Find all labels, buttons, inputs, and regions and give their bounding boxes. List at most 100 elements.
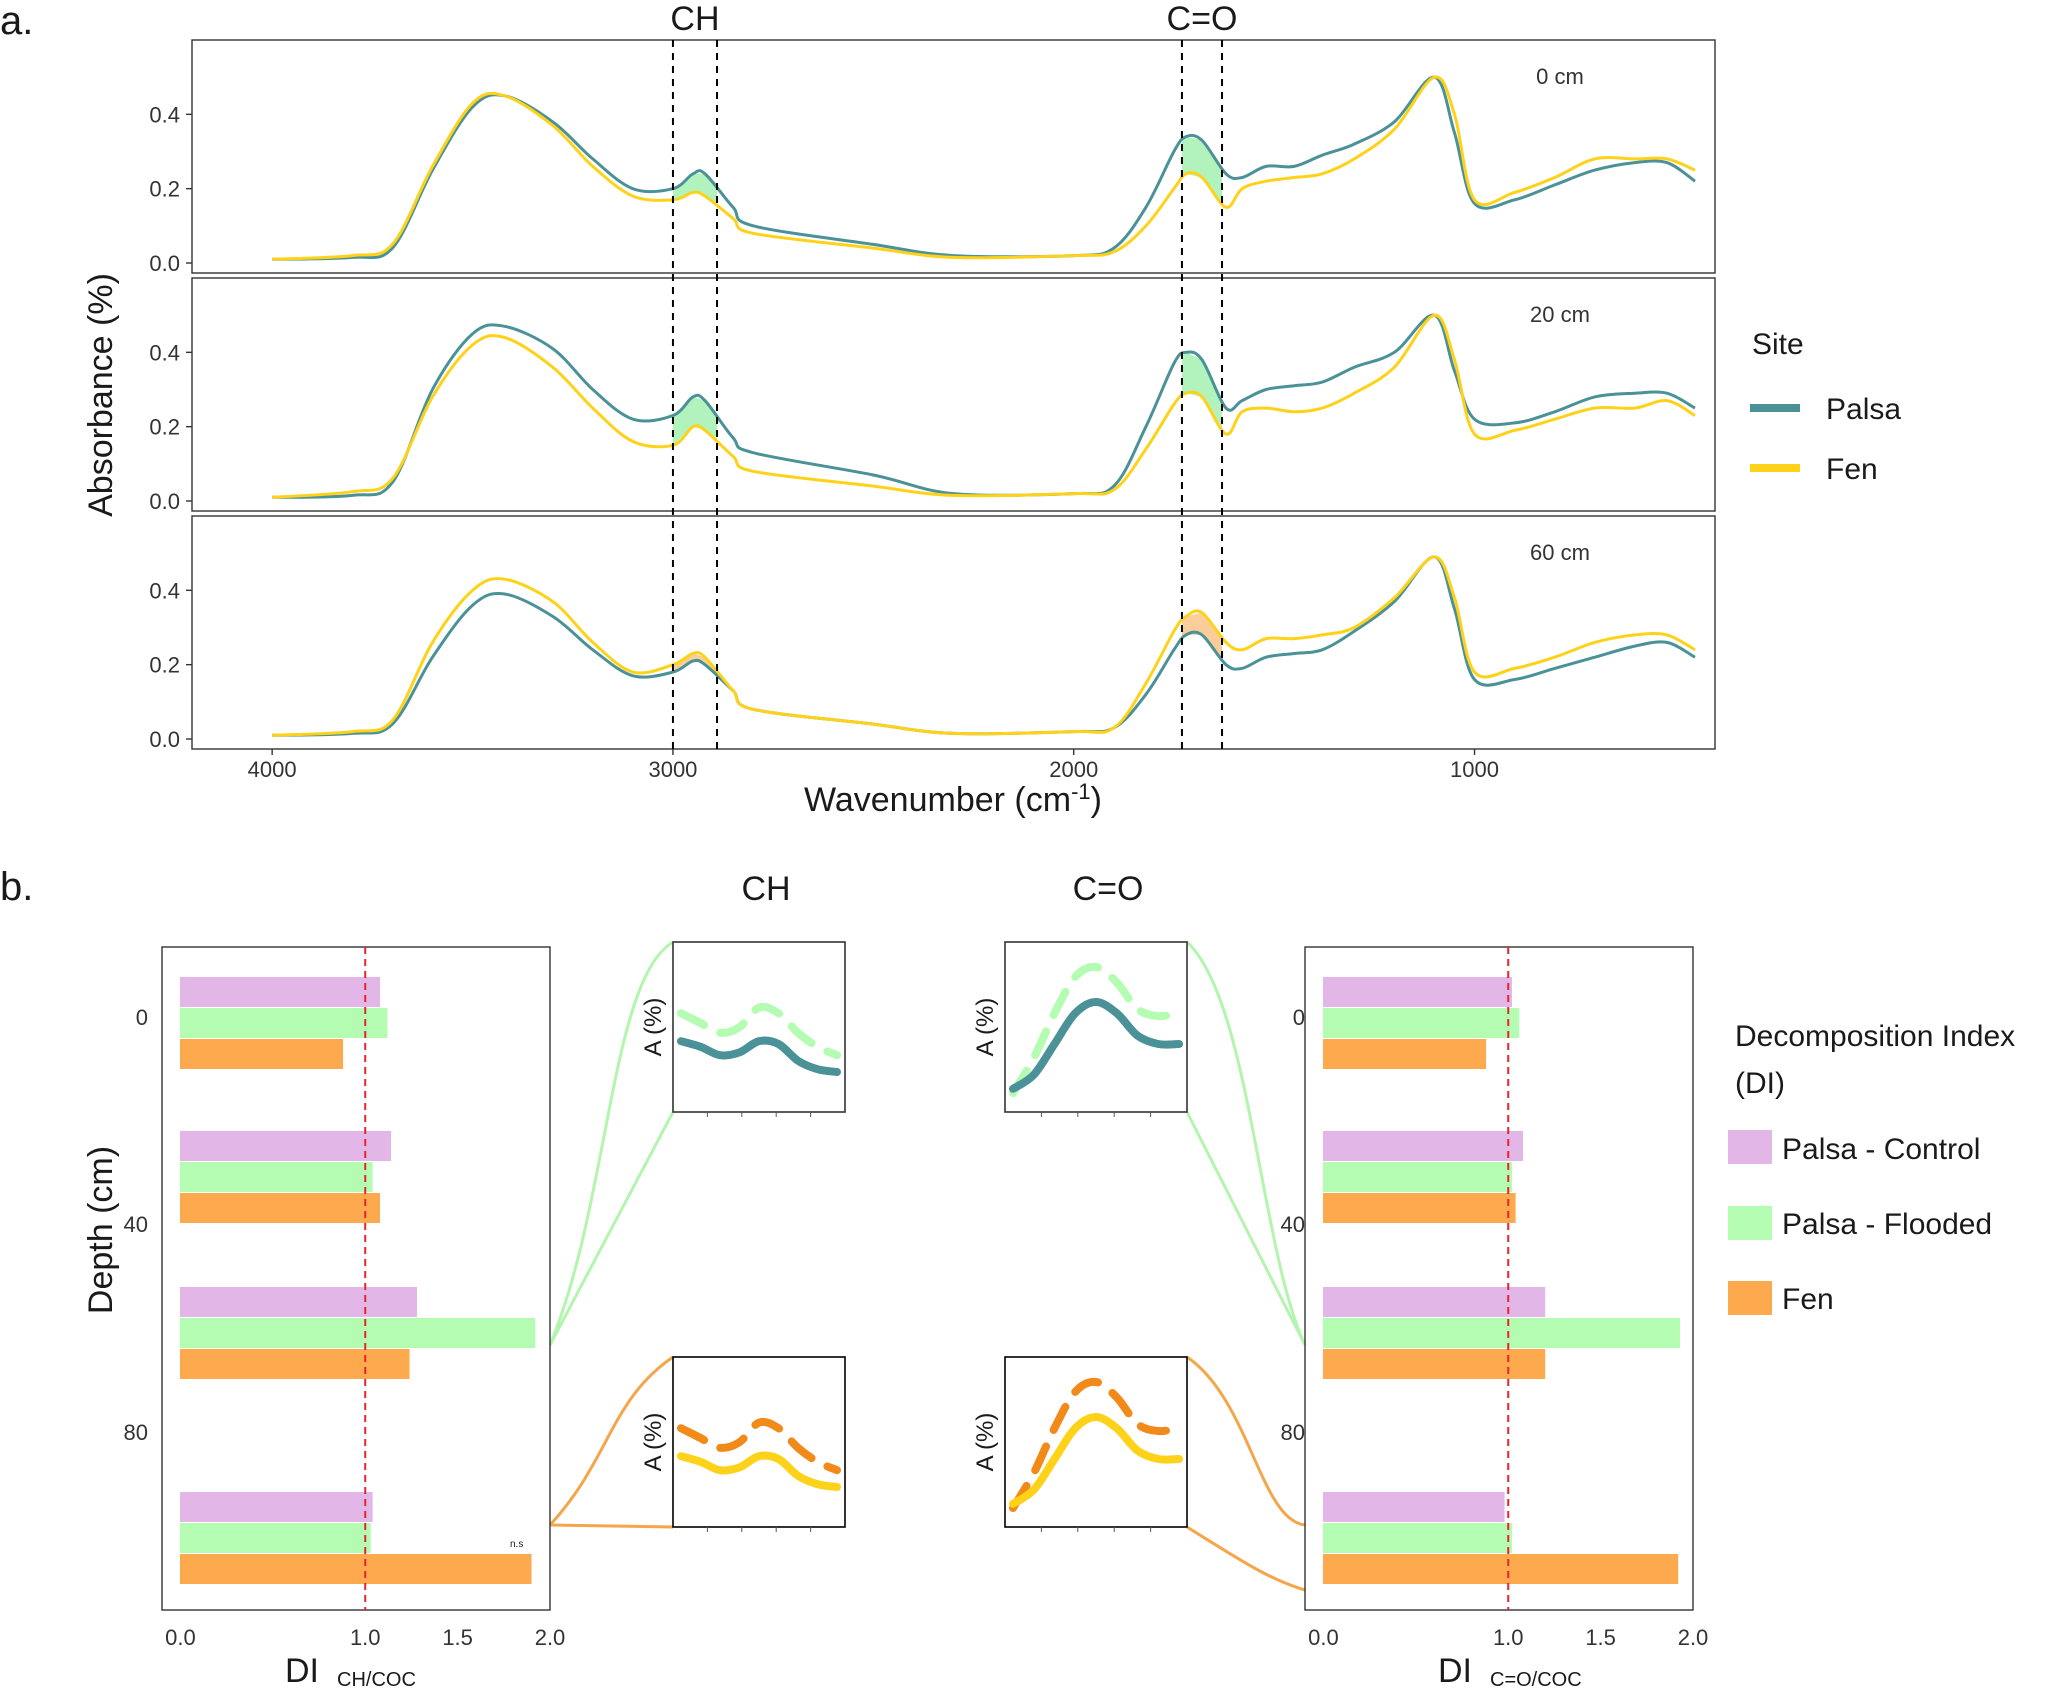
- bar-ch-fen-group-2: [180, 1193, 381, 1223]
- x-tick-label: 1000: [1450, 757, 1499, 782]
- band-fill-c-o-60-cm: [1182, 612, 1222, 660]
- depth-tick-left: 0: [136, 1005, 148, 1030]
- bar-c-o-palsa-flooded-group-2: [1323, 1162, 1512, 1192]
- panel-b-title-ch: CH: [741, 870, 790, 908]
- depth-tick-right: 0: [1293, 1005, 1305, 1030]
- legend-title-di-1: Decomposition Index: [1735, 1020, 2015, 1053]
- bar-ch-palsa-flooded-group-2: [180, 1162, 373, 1192]
- y-tick-label: 0.0: [149, 251, 180, 276]
- inset-curve-dash: [677, 1417, 841, 1475]
- depth-label-60-cm: 60 cm: [1530, 540, 1590, 565]
- connector-curve: [548, 940, 674, 1346]
- depth-tick-right: 80: [1281, 1420, 1305, 1445]
- series-line-palsa-0-cm: [272, 75, 1696, 261]
- inset-curve-solid: [677, 1451, 841, 1491]
- b-x-tick-label: 2.0: [535, 1625, 566, 1650]
- panel-a-letter: a.: [0, 0, 33, 43]
- bar-c-o-fen-group-3: [1323, 1349, 1546, 1379]
- b-x-tick-label: 0.0: [1308, 1625, 1339, 1650]
- panel-a-xlabel: Wavenumber (cm-1): [804, 779, 1102, 820]
- inset-ylabel: A (%): [640, 1413, 667, 1472]
- panel-b-legend: Decomposition Index (DI) Palsa - Control…: [1728, 1020, 2015, 1316]
- connector-curve: [548, 1111, 675, 1346]
- inset-curve-dash: [677, 1002, 841, 1060]
- connector-curve: [1186, 1355, 1306, 1527]
- panel-a-legend: Site Palsa Fen: [1750, 328, 1901, 486]
- legend-swatch-fen: [1728, 1281, 1772, 1315]
- bar-c-o-palsa-flooded-group-1: [1323, 1008, 1520, 1038]
- inset-ch-palsa: [672, 941, 846, 1113]
- y-tick-label: 0.2: [149, 653, 180, 678]
- co-xlabel: DI C=O/COC: [1438, 1652, 1582, 1691]
- inset-curve-dash: [1009, 1377, 1183, 1512]
- b-x-tick-label: 1.5: [1585, 1625, 1616, 1650]
- bar-c-o-palsa-control-group-3: [1323, 1287, 1546, 1317]
- b-x-tick-label: 0.0: [165, 1625, 196, 1650]
- bar-ch-palsa-flooded-group-3: [180, 1318, 536, 1348]
- legend-label-palsa-flooded: Palsa - Flooded: [1782, 1208, 1992, 1241]
- bar-ch-fen-group-4: [180, 1554, 532, 1584]
- inset-ylabel: A (%): [640, 998, 667, 1057]
- depth-label-0-cm: 0 cm: [1536, 64, 1584, 89]
- b-x-tick-label: 1.0: [350, 1625, 381, 1650]
- bar-c-o-fen-group-2: [1323, 1193, 1516, 1223]
- bar-ch-palsa-flooded-group-4: [180, 1523, 371, 1553]
- legend-label-fen-bar: Fen: [1782, 1283, 1834, 1316]
- panel-b-letter: b.: [0, 865, 33, 909]
- bar-ch-palsa-flooded-group-1: [180, 1008, 388, 1038]
- inset-curve-solid: [677, 1036, 841, 1076]
- b-x-tick-label: 1.5: [442, 1625, 473, 1650]
- bar-ch-fen-group-3: [180, 1349, 410, 1379]
- depth-tick-left: 40: [124, 1212, 148, 1237]
- connector-curve: [1186, 1525, 1306, 1592]
- band-label-ch: CH: [670, 0, 719, 38]
- ch-xlabel: DI CH/COC: [285, 1652, 416, 1691]
- series-line-fen-0-cm: [272, 75, 1696, 261]
- b-x-tick-label: 2.0: [1678, 1625, 1709, 1650]
- inset-curve-dash: [1009, 962, 1183, 1097]
- x-tick-label: 4000: [248, 757, 297, 782]
- spectrum-panel-20cm: [191, 277, 1716, 512]
- ch-xlabel-main: DI: [285, 1652, 319, 1690]
- bar-ch-fen-group-1: [180, 1039, 344, 1069]
- band-fill-c-o-20-cm: [1182, 352, 1222, 428]
- co-xlabel-main: DI: [1438, 1652, 1472, 1690]
- series-line-fen-60-cm: [272, 555, 1696, 737]
- ch-xlabel-sub: CH/COC: [337, 1669, 416, 1691]
- legend-label-palsa-control: Palsa - Control: [1782, 1133, 1980, 1166]
- bar-ch-palsa-control-group-1: [180, 977, 381, 1007]
- depth-tick-right: 40: [1281, 1212, 1305, 1237]
- panel-b-title-co: C=O: [1073, 870, 1144, 908]
- panel-a-ylabel: Absorbance (%): [82, 273, 120, 517]
- series-line-fen-20-cm: [272, 313, 1696, 499]
- y-tick-label: 0.2: [149, 177, 180, 202]
- y-tick-label: 0.4: [149, 340, 180, 365]
- inset-curve-solid: [1009, 997, 1183, 1093]
- connector-curve: [1185, 1111, 1307, 1346]
- legend-label-palsa: Palsa: [1826, 393, 1901, 426]
- legend-swatch-palsa-flooded: [1728, 1206, 1772, 1240]
- co-xlabel-sub: C=O/COC: [1490, 1669, 1582, 1691]
- bar-ch-palsa-control-group-4: [180, 1492, 373, 1522]
- inset-ylabel: A (%): [972, 1413, 999, 1472]
- spectrum-panel-60cm: [191, 515, 1716, 750]
- inset-curve-solid: [1009, 1412, 1183, 1508]
- depth-tick-left: 80: [124, 1420, 148, 1445]
- bar-c-o-palsa-flooded-group-3: [1323, 1318, 1681, 1348]
- inset-ylabel: A (%): [972, 998, 999, 1057]
- legend-label-fen: Fen: [1826, 453, 1878, 486]
- y-tick-label: 0.2: [149, 415, 180, 440]
- panel-b-ylabel: Depth (cm): [82, 1146, 120, 1314]
- y-tick-label: 0.0: [149, 489, 180, 514]
- legend-title-site: Site: [1752, 328, 1804, 361]
- spectrum-panel-0cm: [191, 39, 1716, 274]
- y-tick-label: 0.4: [149, 578, 180, 603]
- bar-panel-ch: [161, 946, 551, 1611]
- y-tick-label: 0.4: [149, 102, 180, 127]
- bar-c-o-palsa-control-group-4: [1323, 1492, 1505, 1522]
- x-tick-label: 3000: [648, 757, 697, 782]
- bar-ch-palsa-control-group-2: [180, 1131, 392, 1161]
- ns-annotation: n.s: [510, 1539, 523, 1550]
- depth-label-20-cm: 20 cm: [1530, 302, 1590, 327]
- legend-swatch-palsa-control: [1728, 1130, 1772, 1164]
